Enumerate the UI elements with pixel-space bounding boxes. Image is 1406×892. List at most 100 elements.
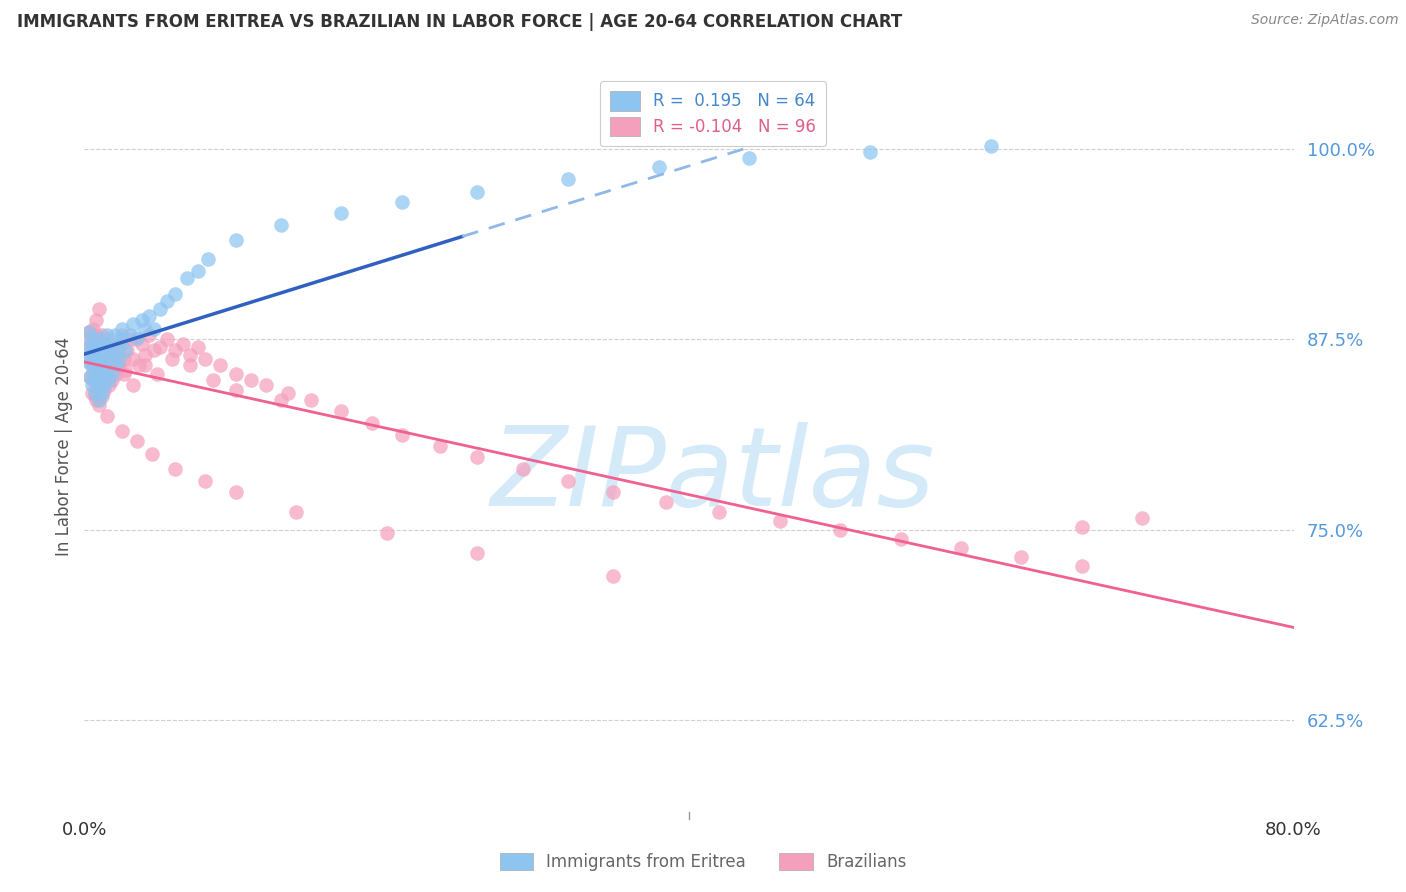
Point [89, 393, 111, 408]
Point [131, 337, 153, 351]
Point [115, 343, 138, 357]
Point [87, 378, 110, 392]
Point [467, 185, 489, 199]
Point [82, 321, 104, 335]
Point [94, 363, 117, 377]
Y-axis label: In Labor Force | Age 20-64: In Labor Force | Age 20-64 [55, 336, 73, 556]
Point [142, 321, 165, 335]
Point [111, 327, 134, 342]
Point [121, 352, 143, 367]
Point [134, 321, 156, 335]
Point [830, 523, 852, 537]
Point [86, 370, 108, 384]
Point [107, 347, 129, 361]
Point [105, 358, 128, 372]
Point [94, 337, 117, 351]
Point [100, 368, 122, 382]
Point [209, 358, 232, 372]
Point [111, 321, 134, 335]
Point [1011, 550, 1033, 565]
Point [557, 172, 579, 186]
Point [602, 568, 624, 582]
Point [172, 337, 194, 351]
Point [96, 340, 118, 354]
Point [655, 495, 678, 509]
Point [121, 317, 143, 331]
Point [149, 340, 172, 354]
Point [114, 343, 136, 357]
Point [112, 352, 135, 367]
Point [93, 343, 115, 357]
Point [285, 504, 308, 518]
Point [79, 370, 101, 384]
Point [86, 374, 108, 388]
Point [391, 195, 413, 210]
Point [93, 383, 115, 397]
Point [107, 340, 129, 354]
Point [108, 358, 131, 372]
Point [89, 340, 111, 354]
Point [890, 532, 912, 546]
Point [429, 439, 451, 453]
Point [77, 355, 100, 369]
Point [270, 393, 292, 408]
Point [84, 389, 107, 403]
Point [467, 546, 489, 560]
Point [104, 327, 127, 342]
Point [91, 358, 114, 372]
Point [80, 332, 103, 346]
Point [138, 327, 160, 342]
Point [602, 484, 624, 499]
Point [97, 378, 120, 392]
Point [467, 450, 489, 464]
Legend: Immigrants from Eritrea, Brazilians: Immigrants from Eritrea, Brazilians [491, 845, 915, 880]
Point [299, 393, 322, 408]
Point [146, 368, 169, 382]
Point [96, 332, 118, 346]
Point [138, 310, 160, 324]
Point [709, 504, 731, 518]
Point [80, 385, 103, 400]
Point [107, 358, 129, 372]
Point [91, 389, 114, 403]
Point [76, 340, 98, 354]
Point [277, 385, 299, 400]
Point [89, 398, 111, 412]
Point [79, 347, 101, 361]
Point [86, 340, 108, 354]
Point [98, 352, 121, 367]
Point [84, 347, 107, 361]
Point [82, 340, 104, 354]
Point [90, 355, 112, 369]
Point [90, 378, 112, 392]
Point [111, 424, 134, 438]
Point [179, 358, 201, 372]
Point [96, 347, 118, 361]
Point [142, 343, 165, 357]
Point [89, 332, 111, 346]
Point [90, 374, 112, 388]
Point [187, 340, 209, 354]
Point [98, 343, 121, 357]
Point [80, 358, 103, 372]
Point [97, 374, 120, 388]
Point [179, 347, 201, 361]
Point [194, 352, 217, 367]
Point [187, 264, 209, 278]
Point [225, 383, 247, 397]
Point [134, 347, 156, 361]
Point [270, 218, 292, 232]
Point [1071, 520, 1094, 534]
Point [1130, 510, 1153, 524]
Point [89, 363, 111, 377]
Point [89, 301, 111, 316]
Point [201, 374, 224, 388]
Point [101, 347, 124, 361]
Point [149, 301, 172, 316]
Point [769, 514, 792, 528]
Point [165, 343, 187, 357]
Point [87, 378, 110, 392]
Point [160, 352, 183, 367]
Point [980, 138, 1002, 153]
Point [80, 378, 103, 392]
